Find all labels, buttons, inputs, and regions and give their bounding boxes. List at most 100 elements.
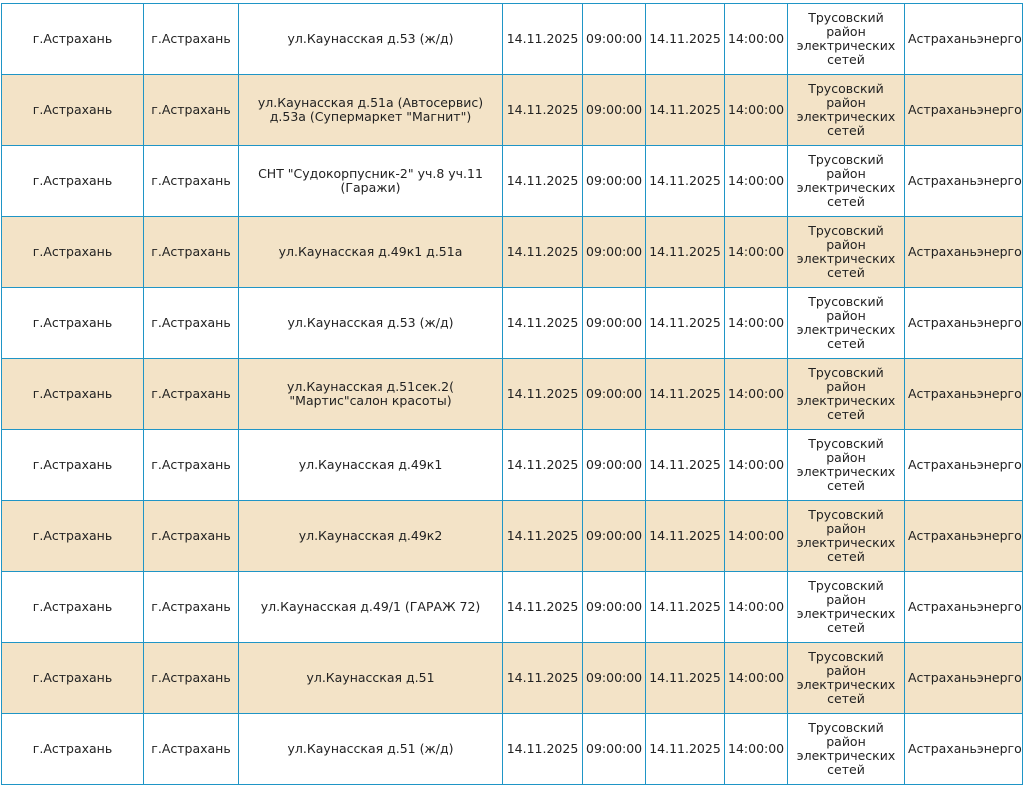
network-unit-cell: Трусовский район электрических сетей [787,287,905,359]
end-date-cell: 14.11.2025 [645,642,725,714]
network-unit-cell: Трусовский район электрических сетей [787,216,905,288]
end-date-cell: 14.11.2025 [645,3,725,75]
start-time-cell: 09:00:00 [582,3,646,75]
network-unit-cell: Трусовский район электрических сетей [787,500,905,572]
end-date-cell: 14.11.2025 [645,571,725,643]
district-cell: г.Астрахань [143,642,239,714]
start-date-cell: 14.11.2025 [502,74,583,146]
table-row: г.Астрахань г.Астрахань ул.Каунасская д.49… [1,500,1023,572]
district-cell: г.Астрахань [143,145,239,217]
start-time-cell: 09:00:00 [582,358,646,430]
organization-cell: Астраханьэнерго [904,145,1023,217]
organization-cell: Астраханьэнерго [904,429,1023,501]
table-body: г.Астрахань г.Астрахань ул.Каунасская д.53… [1,3,1023,785]
network-unit-cell: Трусовский район электрических сетей [787,145,905,217]
end-date-cell: 14.11.2025 [645,287,725,359]
organization-cell: Астраханьэнерго [904,713,1023,785]
district-cell: г.Астрахань [143,571,239,643]
start-time-cell: 09:00:00 [582,429,646,501]
organization-cell: Астраханьэнерго [904,571,1023,643]
end-time-cell: 14:00:00 [724,287,788,359]
start-date-cell: 14.11.2025 [502,571,583,643]
table-row: г.Астрахань г.Астрахань СНТ "Судокорпусник… [1,145,1023,217]
address-cell: ул.Каунасская д.49к1 [238,429,503,501]
start-time-cell: 09:00:00 [582,216,646,288]
start-date-cell: 14.11.2025 [502,429,583,501]
district-cell: г.Астрахань [143,74,239,146]
table-row: г.Астрахань г.Астрахань ул.Каунасская д.49… [1,216,1023,288]
start-time-cell: 09:00:00 [582,287,646,359]
end-time-cell: 14:00:00 [724,74,788,146]
table-row: г.Астрахань г.Астрахань ул.Каунасская д.49… [1,429,1023,501]
start-time-cell: 09:00:00 [582,713,646,785]
district-cell: г.Астрахань [143,713,239,785]
locality-cell: г.Астрахань [1,429,144,501]
address-cell: ул.Каунасская д.51а (Автосервис) д.53а (… [238,74,503,146]
district-cell: г.Астрахань [143,500,239,572]
organization-cell: Астраханьэнерго [904,500,1023,572]
start-date-cell: 14.11.2025 [502,3,583,75]
locality-cell: г.Астрахань [1,216,144,288]
table-row: г.Астрахань г.Астрахань ул.Каунасская д.51… [1,358,1023,430]
end-date-cell: 14.11.2025 [645,74,725,146]
end-date-cell: 14.11.2025 [645,429,725,501]
end-date-cell: 14.11.2025 [645,216,725,288]
table-row: г.Астрахань г.Астрахань ул.Каунасская д.53… [1,3,1023,75]
power-outage-table: г.Астрахань г.Астрахань ул.Каунасская д.53… [1,3,1023,785]
start-date-cell: 14.11.2025 [502,642,583,714]
end-time-cell: 14:00:00 [724,500,788,572]
end-time-cell: 14:00:00 [724,145,788,217]
network-unit-cell: Трусовский район электрических сетей [787,3,905,75]
end-time-cell: 14:00:00 [724,3,788,75]
table-row: г.Астрахань г.Астрахань ул.Каунасская д.49… [1,571,1023,643]
end-date-cell: 14.11.2025 [645,358,725,430]
start-time-cell: 09:00:00 [582,145,646,217]
start-time-cell: 09:00:00 [582,571,646,643]
table-row: г.Астрахань г.Астрахань ул.Каунасская д.51… [1,74,1023,146]
network-unit-cell: Трусовский район электрических сетей [787,713,905,785]
network-unit-cell: Трусовский район электрических сетей [787,74,905,146]
organization-cell: Астраханьэнерго [904,642,1023,714]
organization-cell: Астраханьэнерго [904,287,1023,359]
start-date-cell: 14.11.2025 [502,500,583,572]
network-unit-cell: Трусовский район электрических сетей [787,358,905,430]
address-cell: ул.Каунасская д.51сек.2( "Мартис"салон к… [238,358,503,430]
end-time-cell: 14:00:00 [724,713,788,785]
organization-cell: Астраханьэнерго [904,3,1023,75]
table-row: г.Астрахань г.Астрахань ул.Каунасская д.53… [1,287,1023,359]
end-time-cell: 14:00:00 [724,642,788,714]
end-date-cell: 14.11.2025 [645,145,725,217]
organization-cell: Астраханьэнерго [904,358,1023,430]
address-cell: СНТ "Судокорпусник-2" уч.8 уч.11 (Гаражи… [238,145,503,217]
district-cell: г.Астрахань [143,287,239,359]
end-time-cell: 14:00:00 [724,216,788,288]
table-row: г.Астрахань г.Астрахань ул.Каунасская д.51… [1,642,1023,714]
address-cell: ул.Каунасская д.49к1 д.51а [238,216,503,288]
end-date-cell: 14.11.2025 [645,500,725,572]
address-cell: ул.Каунасская д.51 [238,642,503,714]
end-time-cell: 14:00:00 [724,358,788,430]
start-date-cell: 14.11.2025 [502,216,583,288]
end-time-cell: 14:00:00 [724,429,788,501]
start-date-cell: 14.11.2025 [502,287,583,359]
start-time-cell: 09:00:00 [582,642,646,714]
organization-cell: Астраханьэнерго [904,216,1023,288]
locality-cell: г.Астрахань [1,642,144,714]
address-cell: ул.Каунасская д.53 (ж/д) [238,3,503,75]
district-cell: г.Астрахань [143,3,239,75]
locality-cell: г.Астрахань [1,145,144,217]
locality-cell: г.Астрахань [1,500,144,572]
table-row: г.Астрахань г.Астрахань ул.Каунасская д.51… [1,713,1023,785]
locality-cell: г.Астрахань [1,74,144,146]
district-cell: г.Астрахань [143,216,239,288]
address-cell: ул.Каунасская д.53 (ж/д) [238,287,503,359]
locality-cell: г.Астрахань [1,287,144,359]
locality-cell: г.Астрахань [1,3,144,75]
district-cell: г.Астрахань [143,358,239,430]
district-cell: г.Астрахань [143,429,239,501]
start-time-cell: 09:00:00 [582,74,646,146]
address-cell: ул.Каунасская д.49к2 [238,500,503,572]
address-cell: ул.Каунасская д.49/1 (ГАРАЖ 72) [238,571,503,643]
start-date-cell: 14.11.2025 [502,145,583,217]
locality-cell: г.Астрахань [1,713,144,785]
